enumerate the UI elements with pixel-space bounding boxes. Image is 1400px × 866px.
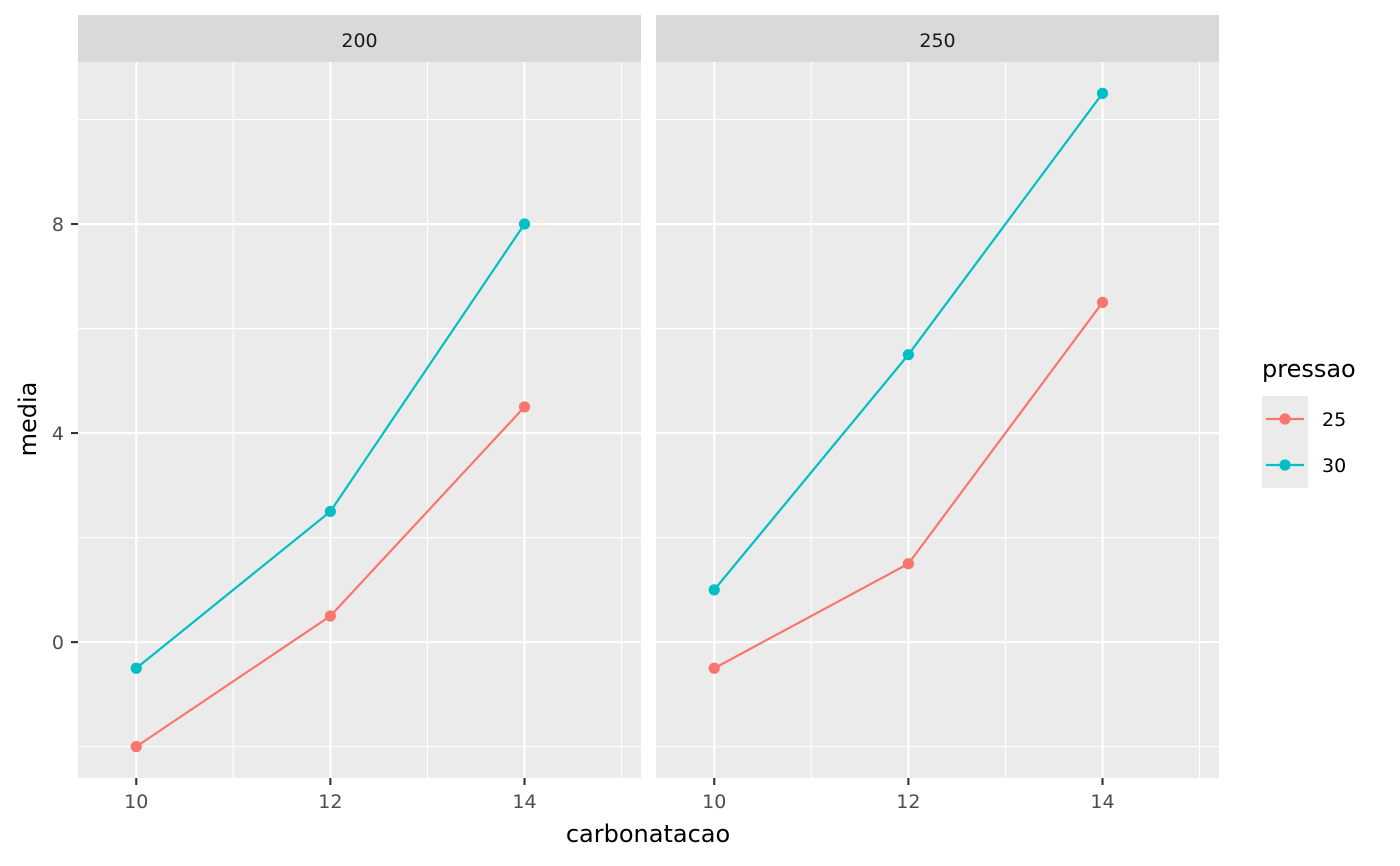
x-tick-label: 10 [702,791,726,813]
panel-250: 250 [656,15,1219,778]
legend-key-point [1279,413,1291,425]
y-axis: 0 4 8 [52,214,78,654]
facet-strip-label: 200 [341,30,377,52]
facet-strip [656,15,1219,62]
facet-strip [78,15,641,62]
y-tick-label: 4 [52,423,64,445]
y-tick-label: 8 [52,214,64,236]
y-tick-label: 0 [52,632,64,654]
data-point-30 [324,505,336,518]
data-point-25 [902,558,914,570]
panel-200: 200 [78,15,641,778]
data-point-30 [902,349,914,361]
panel-background [656,62,1219,778]
legend-label: 25 [1322,409,1346,431]
x-tick-label: 10 [124,791,148,813]
x-axes: 10 12 14 10 12 14 [124,778,1115,813]
x-axis-title: carbonatacao [566,820,730,848]
x-axis-200: 10 12 14 [124,778,537,813]
facet-strip-label: 250 [919,30,955,52]
data-point-30 [130,662,142,674]
data-point-25 [708,662,720,674]
x-tick-label: 12 [896,791,920,813]
legend: pressao 25 30 [1262,355,1356,488]
x-tick-label: 12 [318,791,342,813]
panels: 200 250 [78,15,1219,778]
data-point-25 [324,610,336,622]
legend-title: pressao [1262,355,1356,383]
legend-label: 30 [1322,455,1346,477]
data-point-25 [130,741,142,753]
y-axis-title: media [14,382,42,457]
legend-item-30: 30 [1262,442,1346,488]
legend-item-25: 25 [1262,396,1346,442]
panel-background [78,62,641,778]
x-tick-label: 14 [512,791,536,813]
legend-key-point [1279,459,1291,471]
data-point-30 [518,218,531,230]
x-tick-label: 14 [1090,791,1114,813]
data-point-30 [708,584,720,596]
data-point-25 [518,401,531,413]
x-axis-250: 10 12 14 [702,778,1115,813]
data-point-30 [1096,87,1109,99]
data-point-25 [1096,296,1109,309]
